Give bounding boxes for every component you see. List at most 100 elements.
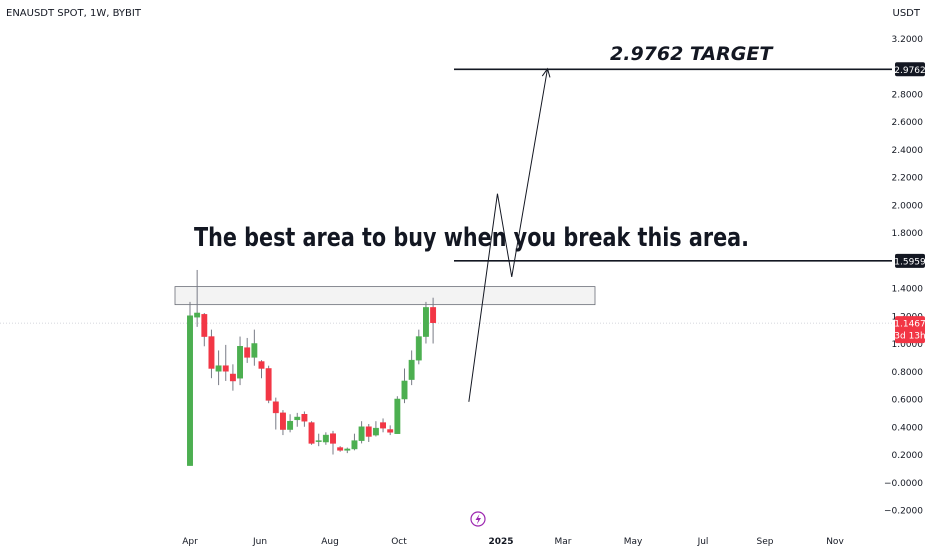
x-tick-label: Jun bbox=[252, 537, 267, 547]
bear-candle bbox=[222, 344, 229, 381]
candle-body bbox=[301, 414, 308, 422]
projected-path bbox=[468, 67, 551, 402]
candle-body bbox=[358, 426, 365, 441]
bull-candle bbox=[187, 301, 193, 466]
bull-candle bbox=[351, 433, 358, 451]
candle-body bbox=[322, 434, 329, 443]
bear-candle bbox=[258, 360, 265, 379]
bear-candle bbox=[265, 365, 272, 404]
x-tick-label: May bbox=[624, 537, 643, 547]
bear-candle bbox=[380, 418, 387, 433]
candle-body bbox=[315, 440, 322, 442]
bull-candle bbox=[408, 350, 415, 386]
y-tick-label: 0.2000 bbox=[892, 451, 924, 461]
y-tick-label: 2.2000 bbox=[892, 174, 924, 184]
candle-body bbox=[394, 398, 401, 434]
price-tags: 2.9762 1.5959 1.1467 3d 13h bbox=[894, 62, 926, 344]
level-price-tag: 1.5959 bbox=[894, 253, 926, 268]
level-lines bbox=[454, 68, 892, 262]
projection-polyline bbox=[468, 68, 548, 402]
candle-body bbox=[287, 420, 294, 430]
y-tick-label: 2.0000 bbox=[892, 201, 924, 211]
level-tag-bg bbox=[895, 62, 925, 77]
bull-candle bbox=[344, 447, 351, 454]
candle-body bbox=[201, 314, 208, 337]
bear-candle bbox=[337, 446, 344, 452]
x-tick-label: Sep bbox=[757, 537, 774, 547]
y-tick-label: 3.2000 bbox=[892, 35, 924, 45]
candle-body bbox=[330, 433, 336, 444]
bull-candle bbox=[423, 301, 429, 344]
x-tick-label: Nov bbox=[826, 537, 844, 547]
y-axis: 3.2000 2.8000 2.6000 2.4000 2.2000 2.0000 1.80… bbox=[884, 35, 923, 517]
chart-symbol-title: ENAUSDT SPOT, 1W, BYBIT bbox=[6, 8, 141, 19]
candle-body bbox=[372, 427, 379, 436]
x-tick-label: Apr bbox=[182, 537, 198, 547]
candle-body bbox=[187, 315, 193, 466]
bear-candle bbox=[272, 397, 279, 430]
candle-body bbox=[308, 422, 315, 444]
bull-candle bbox=[215, 350, 222, 386]
bull-candle bbox=[251, 329, 258, 366]
bear-candle bbox=[301, 411, 308, 427]
bull-candle bbox=[315, 433, 322, 447]
x-tick-label: Oct bbox=[391, 537, 407, 547]
y-tick-label: 2.6000 bbox=[892, 118, 924, 128]
bull-candle bbox=[194, 269, 201, 327]
candle-body bbox=[415, 336, 422, 361]
candle-body bbox=[258, 361, 265, 369]
candle-body bbox=[251, 343, 258, 358]
bear-candle bbox=[387, 425, 394, 436]
y-tick-label: 1.4000 bbox=[892, 285, 924, 295]
candle-body bbox=[208, 336, 215, 369]
candle-body bbox=[365, 426, 372, 437]
candle-body bbox=[380, 422, 387, 429]
bull-candle bbox=[358, 421, 365, 444]
bear-candle bbox=[280, 410, 286, 436]
lightning-icon bbox=[470, 511, 486, 527]
candle-body bbox=[222, 365, 229, 372]
bear-candle bbox=[308, 421, 315, 445]
bear-candle bbox=[330, 430, 336, 455]
candle-body bbox=[344, 448, 351, 451]
candle-body bbox=[272, 401, 279, 414]
level-tag-text: 1.5959 bbox=[894, 257, 926, 267]
candle-body bbox=[423, 307, 429, 337]
bear-candle bbox=[430, 297, 437, 344]
x-axis: Apr Jun Aug Oct 2025 Mar May Jul Sep Nov bbox=[182, 511, 844, 547]
bull-candle bbox=[287, 414, 294, 433]
level-tag-text: 2.9762 bbox=[894, 66, 926, 76]
y-tick-label: 2.8000 bbox=[892, 90, 924, 100]
current-price-tag: 1.1467 3d 13h bbox=[894, 316, 926, 344]
x-tick-label: Jul bbox=[697, 537, 709, 547]
y-tick-label: 1.0000 bbox=[892, 340, 924, 350]
candle-body bbox=[401, 380, 408, 400]
annotations: 2.9762 TARGET The best area to buy when y… bbox=[194, 43, 774, 253]
currency-label: USDT bbox=[892, 8, 920, 19]
level-price-tag: 2.9762 bbox=[894, 62, 926, 77]
y-tick-label: −0.2000 bbox=[884, 507, 923, 517]
breakout-zone-box bbox=[174, 286, 596, 306]
x-tick-label: Mar bbox=[555, 537, 572, 547]
bull-candle bbox=[294, 412, 301, 427]
level-tag-bg bbox=[895, 253, 925, 268]
y-tick-label: 1.8000 bbox=[892, 229, 924, 239]
x-tick-label: Aug bbox=[321, 537, 339, 547]
candle-body bbox=[215, 365, 222, 372]
y-tick-label: 0.8000 bbox=[892, 368, 924, 378]
bull-candle bbox=[237, 336, 244, 386]
bull-candle bbox=[372, 421, 379, 437]
bull-candle bbox=[322, 432, 329, 445]
bull-candle bbox=[394, 396, 401, 434]
candle-body bbox=[265, 368, 272, 401]
breakout-zone bbox=[174, 286, 596, 306]
candle-body bbox=[244, 347, 251, 358]
candle-series[interactable] bbox=[187, 269, 437, 466]
y-tick-label: 0.4000 bbox=[892, 423, 924, 433]
candle-body bbox=[280, 412, 286, 430]
candle-body bbox=[408, 359, 415, 380]
current-price-value: 1.1467 bbox=[894, 320, 926, 330]
candle-body bbox=[194, 312, 201, 318]
lightning-icon-ring bbox=[470, 511, 486, 527]
